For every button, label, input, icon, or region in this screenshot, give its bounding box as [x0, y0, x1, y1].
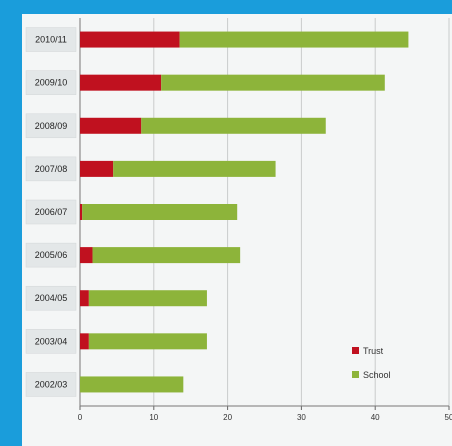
- x-tick-label: 30: [297, 413, 306, 422]
- stacked-bar-chart: 0 10 20 30 40 50 2010/11 2009/10 2008/09 2007/08 2…: [25, 18, 452, 422]
- chart-panel: 0 10 20 30 40 50 2010/11 2009/10 2008/09 2007/08 2…: [22, 14, 452, 446]
- x-tick-label: 40: [371, 413, 380, 422]
- x-tick-label: 50: [445, 413, 452, 422]
- bar-school: [82, 204, 238, 220]
- x-tick-label: 10: [149, 413, 158, 422]
- bar-trust: [80, 117, 142, 134]
- bar-school: [113, 160, 276, 177]
- bar-school: [179, 31, 409, 48]
- category-label: 2005/06: [35, 250, 68, 260]
- category-label-box: [25, 285, 77, 311]
- legend-trust-label: Trust: [363, 346, 384, 356]
- category-label-box: [25, 242, 77, 268]
- bar-school: [88, 290, 207, 307]
- bar-school: [92, 247, 241, 264]
- bar-trust: [80, 290, 89, 307]
- bar-trust: [80, 204, 83, 220]
- category-label-box: [25, 27, 77, 52]
- category-label-box: [25, 372, 77, 397]
- legend-school-label: School: [363, 370, 391, 380]
- x-tick-label: 20: [223, 413, 232, 422]
- category-label-box: [25, 113, 77, 139]
- legend-trust-swatch: [352, 347, 359, 354]
- category-label: 2007/08: [35, 164, 68, 174]
- category-label: 2006/07: [35, 207, 68, 217]
- bar-trust: [80, 74, 162, 91]
- x-tick-label: 0: [78, 413, 83, 422]
- category-label: 2009/10: [35, 78, 68, 88]
- legend-school-swatch: [352, 371, 359, 378]
- bar-school: [141, 117, 326, 134]
- category-label-box: [25, 156, 77, 182]
- bar-trust: [80, 160, 114, 177]
- category-label: 2002/03: [35, 379, 68, 389]
- bar-school: [88, 333, 207, 350]
- category-label-box: [25, 199, 77, 225]
- bar-trust: [80, 247, 93, 264]
- category-label: 2004/05: [35, 293, 68, 303]
- bar-school: [161, 74, 385, 91]
- bar-trust: [80, 333, 89, 350]
- category-label: 2003/04: [35, 336, 68, 346]
- bar-school: [80, 376, 184, 393]
- category-label-box: [25, 70, 77, 95]
- category-label-box: [25, 329, 77, 354]
- category-label: 2008/09: [35, 121, 68, 131]
- category-label: 2010/11: [35, 35, 67, 45]
- bar-trust: [80, 31, 180, 48]
